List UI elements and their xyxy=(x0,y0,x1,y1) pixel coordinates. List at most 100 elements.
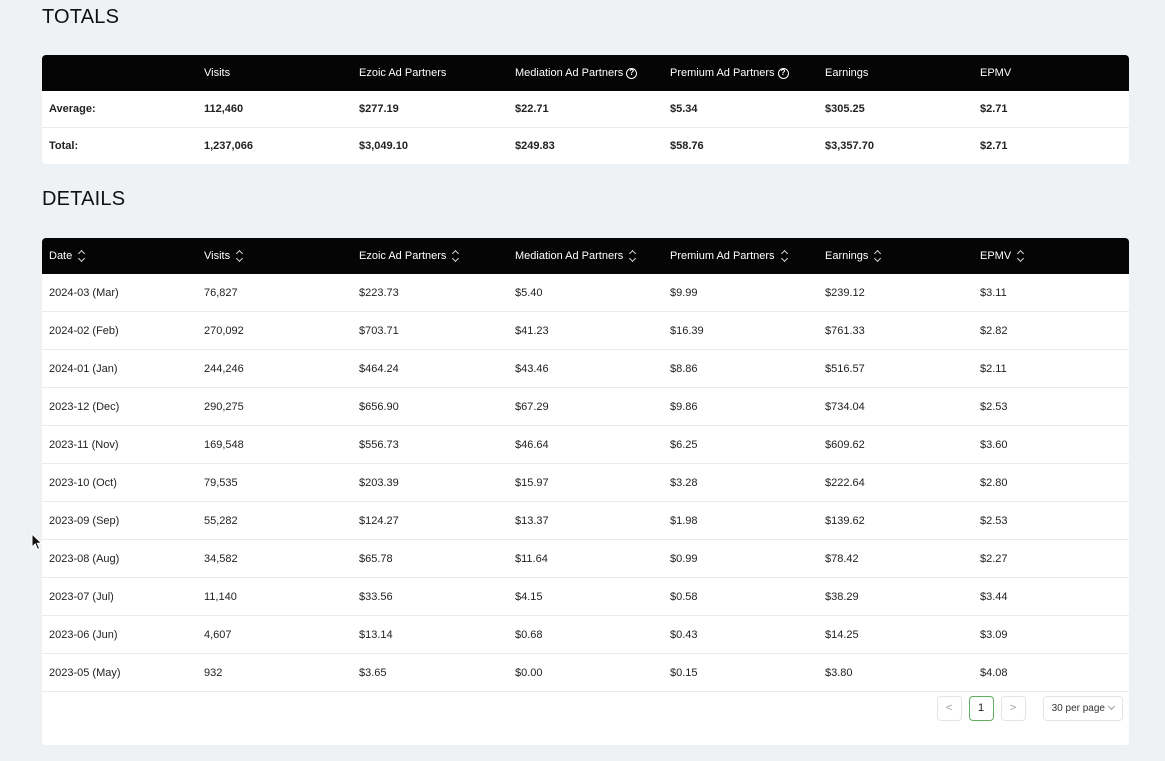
cell-premium: $0.43 xyxy=(670,628,698,641)
cell-earnings: $761.33 xyxy=(825,324,865,337)
header-label: Premium Ad Partners xyxy=(670,250,775,262)
table-row: 2023-05 (May) 932 $3.65 $0.00 $0.15 $3.80 $4.0… xyxy=(42,654,1129,692)
per-page-value: 30 per page xyxy=(1051,702,1105,714)
cell-epmv: $2.71 xyxy=(980,103,1008,115)
cell-epmv: $2.53 xyxy=(980,514,1008,527)
cell-mediation: $43.46 xyxy=(515,362,549,375)
sort-arrows-icon xyxy=(629,249,637,263)
cell-label: 2024-03 (Mar) xyxy=(49,286,119,299)
cell-visits: 270,092 xyxy=(204,324,244,337)
details-title: DETAILS xyxy=(42,188,126,210)
header-label: Ezoic Ad Partners xyxy=(359,67,447,79)
cell-mediation: $5.40 xyxy=(515,286,543,299)
sort-by-visits[interactable]: Visits xyxy=(204,238,244,274)
totals-header-epmv: EPMV xyxy=(980,55,1011,91)
table-row: 2024-02 (Feb) 270,092 $703.71 $41.23 $16.39 $… xyxy=(42,312,1129,350)
table-row: 2023-06 (Jun) 4,607 $13.14 $0.68 $0.43 $14.25… xyxy=(42,616,1129,654)
page-1-button[interactable]: 1 xyxy=(968,695,994,721)
header-label: EPMV xyxy=(980,67,1012,79)
cell-visits: 55,282 xyxy=(204,514,238,527)
cell-mediation: $15.97 xyxy=(515,476,549,489)
cell-premium: $1.98 xyxy=(670,514,698,527)
cell-label: 2023-06 (Jun) xyxy=(49,628,118,641)
sort-by-mediation[interactable]: Mediation Ad Partners xyxy=(515,238,637,274)
cell-mediation: $41.23 xyxy=(515,324,549,337)
details-body: 2024-03 (Mar) 76,827 $223.73 $5.40 $9.99 $239… xyxy=(42,274,1129,692)
cell-epmv: $3.11 xyxy=(980,286,1007,299)
chevron-down-icon xyxy=(1107,702,1116,711)
cell-mediation: $22.71 xyxy=(515,103,549,115)
cell-ezoic: $203.39 xyxy=(359,476,399,489)
cell-earnings: $3.80 xyxy=(825,666,853,679)
cell-mediation: $4.15 xyxy=(515,590,543,603)
totals-header-ezoic: Ezoic Ad Partners xyxy=(359,55,446,91)
question-circle-icon[interactable]: ? xyxy=(626,67,638,79)
cell-earnings: $734.04 xyxy=(825,400,865,413)
cell-ezoic: $703.71 xyxy=(359,324,399,337)
cell-mediation: $0.00 xyxy=(515,666,543,679)
header-label: Visits xyxy=(204,67,231,79)
sort-by-date[interactable]: Date xyxy=(49,238,86,274)
cell-visits: 932 xyxy=(204,666,223,679)
next-page-button[interactable]: > xyxy=(1000,695,1026,721)
header-label: Ezoic Ad Partners xyxy=(359,250,447,262)
question-circle-icon[interactable]: ? xyxy=(777,67,789,79)
sort-arrows-icon xyxy=(78,249,86,263)
sort-by-ezoic[interactable]: Ezoic Ad Partners xyxy=(359,238,460,274)
table-row: 2023-12 (Dec) 290,275 $656.90 $67.29 $9.86 $7… xyxy=(42,388,1129,426)
table-row: 2023-11 (Nov) 169,548 $556.73 $46.64 $6.25 $6… xyxy=(42,426,1129,464)
totals-header-earnings: Earnings xyxy=(825,55,868,91)
cell-mediation: $67.29 xyxy=(515,400,549,413)
cell-visits: 290,275 xyxy=(204,400,244,413)
cell-premium: $0.15 xyxy=(670,666,698,679)
cell-premium: $0.58 xyxy=(670,590,698,603)
cell-label: Total: xyxy=(49,140,79,152)
cell-premium: $0.99 xyxy=(670,552,698,565)
cell-earnings: $78.42 xyxy=(825,552,859,565)
cell-ezoic: $13.14 xyxy=(359,628,393,641)
sort-arrows-icon xyxy=(236,249,244,263)
table-row: Total: 1,237,066 $3,049.10 $249.83 $58.76 $3,… xyxy=(42,128,1129,164)
cell-label: 2023-08 (Aug) xyxy=(49,552,120,565)
per-page-select[interactable]: 30 per page xyxy=(1042,695,1123,721)
cell-premium: $58.76 xyxy=(670,140,704,152)
cell-ezoic: $556.73 xyxy=(359,438,399,451)
prev-page-button[interactable]: < xyxy=(936,695,962,721)
cell-earnings: $239.12 xyxy=(825,286,865,299)
cell-mediation: $249.83 xyxy=(515,140,555,152)
sort-by-epmv[interactable]: EPMV xyxy=(980,238,1025,274)
cell-label: 2023-10 (Oct) xyxy=(49,476,117,489)
cell-premium: $16.39 xyxy=(670,324,704,337)
header-label: Premium Ad Partners xyxy=(670,67,775,79)
totals-table: Visits Ezoic Ad Partners Mediation Ad Pa… xyxy=(42,55,1129,164)
details-header-row: Date Visits Ezoic Ad Partners Mediation … xyxy=(42,238,1129,274)
table-row: 2023-09 (Sep) 55,282 $124.27 $13.37 $1.98 $13… xyxy=(42,502,1129,540)
cell-ezoic: $124.27 xyxy=(359,514,399,527)
cell-mediation: $11.64 xyxy=(515,552,548,565)
cell-mediation: $13.37 xyxy=(515,514,549,527)
header-label: Visits xyxy=(204,250,231,262)
cell-epmv: $2.53 xyxy=(980,400,1008,413)
cell-visits: 79,535 xyxy=(204,476,238,489)
table-row: Average: 112,460 $277.19 $22.71 $5.34 $305.25… xyxy=(42,91,1129,128)
details-table: Date Visits Ezoic Ad Partners Mediation … xyxy=(42,238,1129,745)
sort-by-premium[interactable]: Premium Ad Partners xyxy=(670,238,788,274)
totals-title: TOTALS xyxy=(42,6,120,28)
cell-visits: 1,237,066 xyxy=(204,140,253,152)
cell-epmv: $2.27 xyxy=(980,552,1008,565)
sort-arrows-icon xyxy=(1017,249,1025,263)
cell-epmv: $3.44 xyxy=(980,590,1008,603)
cell-ezoic: $3,049.10 xyxy=(359,140,408,152)
cell-visits: 76,827 xyxy=(204,286,238,299)
cell-ezoic: $65.78 xyxy=(359,552,393,565)
cell-visits: 112,460 xyxy=(204,103,244,115)
table-row: 2023-08 (Aug) 34,582 $65.78 $11.64 $0.99 $78.… xyxy=(42,540,1129,578)
header-label: Date xyxy=(49,250,73,262)
cell-earnings: $305.25 xyxy=(825,103,865,115)
sort-by-earnings[interactable]: Earnings xyxy=(825,238,882,274)
cell-ezoic: $223.73 xyxy=(359,286,399,299)
cell-visits: 11,140 xyxy=(204,590,237,603)
cell-epmv: $2.82 xyxy=(980,324,1008,337)
totals-header-premium: Premium Ad Partners ? xyxy=(670,55,789,91)
cell-epmv: $3.60 xyxy=(980,438,1008,451)
